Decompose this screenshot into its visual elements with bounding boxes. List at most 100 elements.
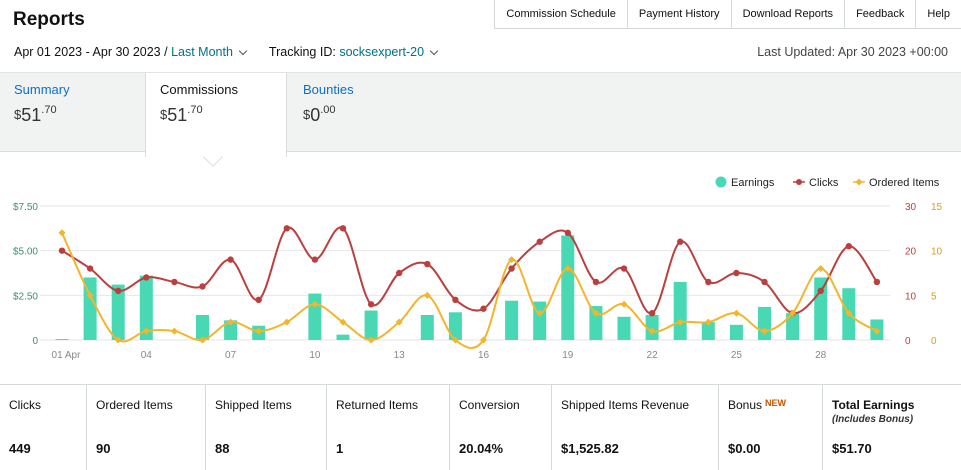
x-tick-label: 19 bbox=[562, 350, 574, 361]
tab-label: Commissions bbox=[160, 82, 239, 97]
stat-returned-items: Returned Items 1 bbox=[327, 385, 450, 470]
new-badge: NEW bbox=[765, 398, 787, 408]
ordered-items-point bbox=[395, 318, 403, 326]
report-header: Reports Commission Schedule Payment Hist… bbox=[0, 0, 961, 72]
y-right-tick-label: 0 bbox=[905, 336, 911, 347]
x-tick-label: 22 bbox=[647, 350, 659, 361]
stat-label: Ordered Items bbox=[96, 398, 173, 412]
x-tick-label: 01 Apr bbox=[52, 350, 82, 361]
download-reports-button[interactable]: Download Reports bbox=[730, 0, 845, 28]
tab-amount: $51.70 bbox=[14, 104, 57, 125]
clicks-point bbox=[424, 260, 431, 268]
tab-commissions[interactable]: Commissions $51.70 bbox=[145, 73, 287, 157]
ordered-items-point bbox=[199, 336, 206, 344]
clicks-point bbox=[311, 256, 319, 263]
tab-label: Summary bbox=[14, 82, 70, 97]
ordered-items-point bbox=[845, 309, 853, 317]
stat-clicks: Clicks 449 bbox=[0, 385, 87, 470]
ordered-items-point bbox=[86, 291, 94, 299]
ordered-items-point bbox=[283, 318, 291, 326]
tracking-id-dropdown[interactable]: socksexpert-20 bbox=[339, 45, 439, 59]
tab-bounties[interactable]: Bounties $0.00 bbox=[289, 73, 434, 153]
ordered-items-point bbox=[732, 309, 740, 317]
last-updated: Last Updated: Apr 30 2023 +00:00 bbox=[757, 45, 948, 59]
ordered-items-point bbox=[170, 327, 178, 335]
stat-value: $51.70 bbox=[832, 441, 872, 456]
ordered-items-point bbox=[592, 309, 600, 317]
earnings-bar bbox=[224, 320, 238, 340]
clicks-point bbox=[873, 278, 881, 286]
x-tick-label: 25 bbox=[731, 350, 743, 361]
stat-sublabel: (Includes Bonus) bbox=[832, 414, 914, 425]
earnings-bar bbox=[561, 235, 575, 340]
period-label: Last Month bbox=[171, 45, 233, 59]
earnings-bar bbox=[55, 339, 69, 340]
payment-history-button[interactable]: Payment History bbox=[626, 0, 731, 28]
earnings-bar bbox=[645, 314, 659, 340]
clicks-point bbox=[86, 265, 94, 272]
ordered-items-point bbox=[817, 265, 825, 273]
ordered-items-point bbox=[142, 327, 150, 335]
tracking-id: socksexpert-20 bbox=[339, 45, 425, 59]
x-tick-label: 07 bbox=[225, 350, 237, 361]
ordered-items-point bbox=[480, 336, 487, 344]
stat-shipped-revenue: Shipped Items Revenue $1,525.82 bbox=[552, 385, 719, 470]
earnings-bar bbox=[786, 313, 800, 340]
date-range: Apr 01 2023 - Apr 30 2023 / bbox=[14, 45, 168, 59]
tab-amount: $51.70 bbox=[160, 104, 203, 125]
clicks-point bbox=[255, 296, 262, 303]
clicks-point bbox=[143, 274, 150, 281]
clicks-point bbox=[564, 229, 571, 236]
legend-ordered-items-marker bbox=[855, 178, 863, 186]
help-button[interactable]: Help bbox=[915, 0, 961, 28]
y-right-tick-label: 20 bbox=[905, 247, 917, 258]
clicks-line bbox=[61, 226, 878, 315]
clicks-point bbox=[199, 283, 206, 290]
clicks-point bbox=[536, 238, 543, 245]
stat-label: Shipped Items Revenue bbox=[561, 398, 690, 412]
clicks-point bbox=[845, 243, 852, 250]
tracking-label: Tracking ID: bbox=[268, 45, 336, 59]
ordered-items-point bbox=[564, 265, 572, 273]
ordered-items-point bbox=[789, 309, 797, 317]
clicks-point bbox=[733, 269, 740, 277]
earnings-bar bbox=[196, 314, 209, 340]
clicks-point bbox=[58, 247, 66, 254]
ordered-items-point bbox=[339, 318, 347, 326]
tab-label: Bounties bbox=[303, 82, 354, 97]
y-tick-label: $2.50 bbox=[13, 291, 38, 302]
stat-total-earnings: Total Earnings (Includes Bonus) $51.70 bbox=[823, 385, 961, 470]
y-right-tick-label: 0 bbox=[931, 336, 937, 347]
stat-ordered-items: Ordered Items 90 bbox=[87, 385, 206, 470]
period-dropdown[interactable]: Last Month bbox=[171, 45, 248, 59]
ordered-items-point bbox=[58, 229, 66, 237]
top-nav: Commission Schedule Payment History Down… bbox=[494, 0, 961, 29]
clicks-point bbox=[396, 269, 403, 277]
chart-svg: 0 $2.50 $5.00 $7.50 0 10 20 30 0 5 10 15 01 Apr 04 07 1… bbox=[13, 176, 943, 361]
tab-summary[interactable]: Summary $51.70 bbox=[0, 73, 145, 153]
commission-schedule-button[interactable]: Commission Schedule bbox=[494, 0, 626, 28]
stat-label: Bonus NEW bbox=[728, 398, 787, 412]
clicks-point bbox=[283, 225, 290, 232]
ordered-items-point bbox=[761, 327, 768, 335]
stat-shipped-items: Shipped Items 88 bbox=[206, 385, 327, 470]
earnings-bar bbox=[617, 316, 631, 340]
tab-amount: $0.00 bbox=[303, 104, 336, 125]
x-tick-label: 13 bbox=[394, 350, 406, 361]
y-right-tick-label: 15 bbox=[931, 202, 943, 213]
stat-label: Conversion bbox=[459, 398, 520, 412]
ordered-items-point bbox=[451, 336, 459, 344]
x-tick-label: 28 bbox=[815, 350, 827, 361]
ordered-items-line bbox=[61, 232, 878, 349]
clicks-point bbox=[115, 287, 122, 295]
clicks-point bbox=[817, 287, 824, 295]
ordered-items-point bbox=[648, 327, 656, 335]
stat-label: Total Earnings bbox=[832, 398, 915, 412]
stat-value: 1 bbox=[336, 441, 344, 456]
legend-earnings-marker bbox=[715, 176, 727, 188]
ordered-items-point bbox=[114, 336, 122, 344]
y-tick-label: $7.50 bbox=[13, 202, 38, 213]
clicks-point bbox=[367, 301, 375, 308]
feedback-button[interactable]: Feedback bbox=[844, 0, 915, 28]
stat-value: 449 bbox=[9, 441, 31, 456]
